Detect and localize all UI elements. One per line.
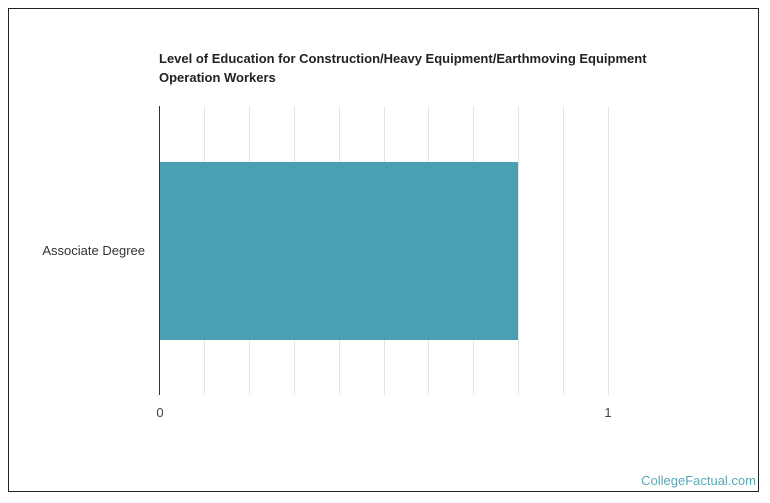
gridline: [563, 106, 564, 395]
chart-title: Level of Education for Construction/Heav…: [159, 51, 647, 85]
category-label: Associate Degree: [42, 243, 145, 258]
x-tick-1: 1: [604, 405, 612, 420]
gridline: [608, 106, 609, 395]
y-axis-line: [159, 106, 160, 395]
source-credit-link[interactable]: CollegeFactual.com: [641, 473, 756, 488]
x-tick-0: 0: [156, 405, 164, 420]
bar-associate-degree: [159, 162, 518, 340]
gridline: [518, 106, 519, 395]
